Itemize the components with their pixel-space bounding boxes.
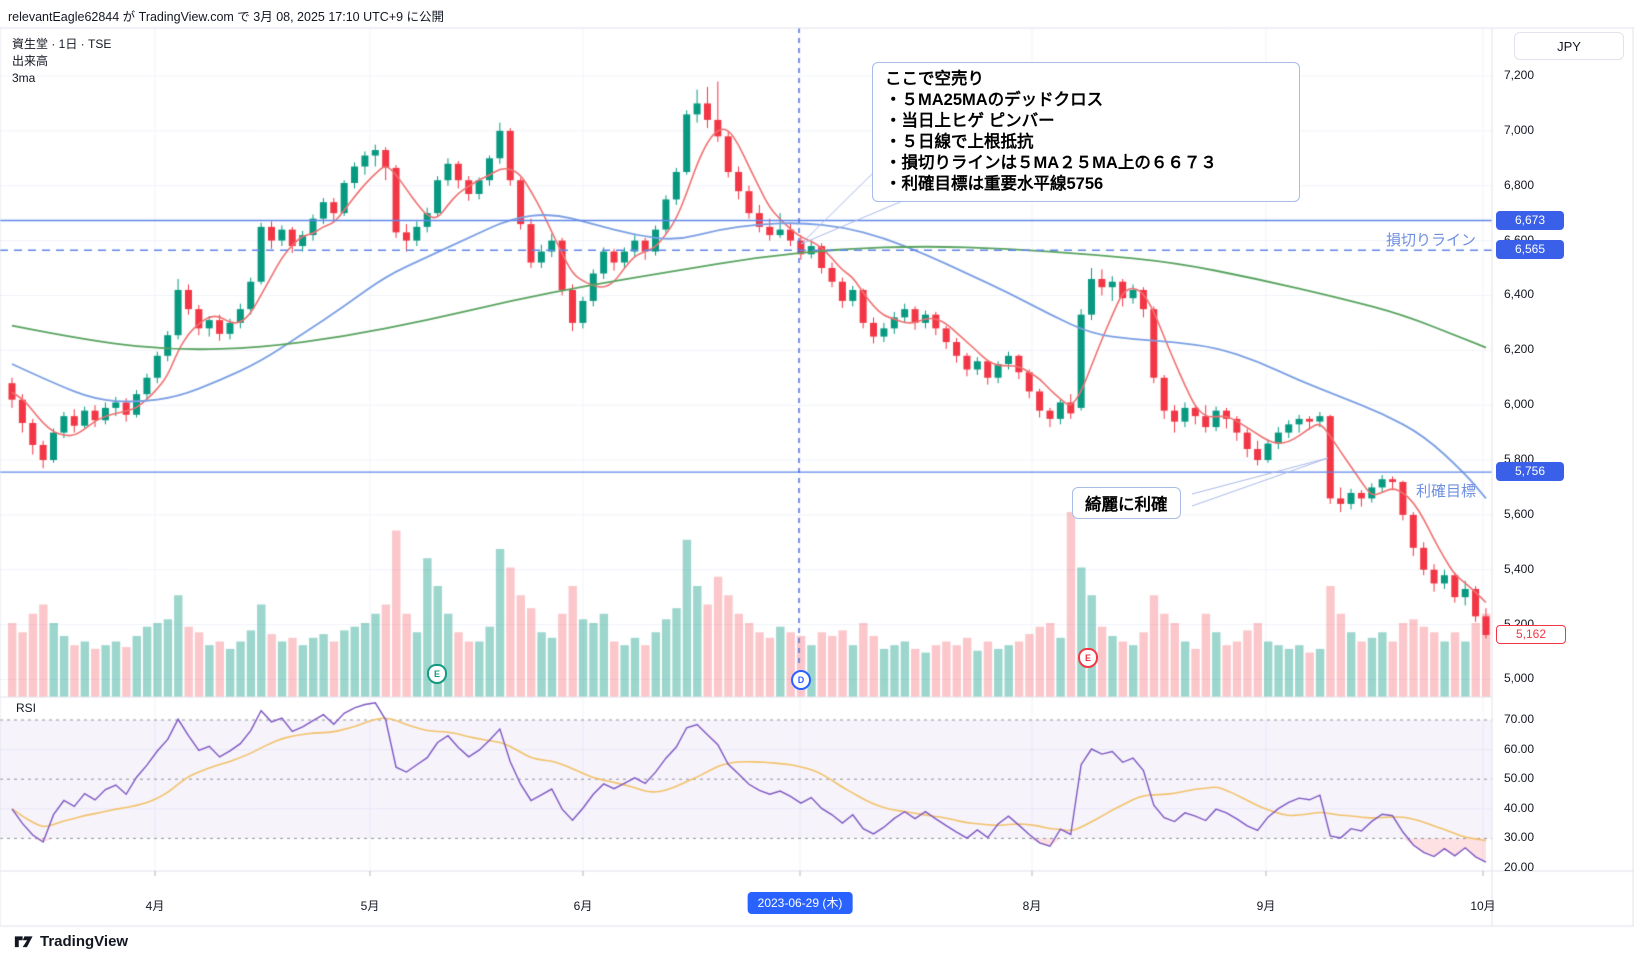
price-axis-tick: 6,800 [1504, 177, 1535, 192]
rsi-axis-tick: 70.00 [1504, 712, 1535, 726]
publish-line: relevantEagle62844 が TradingView.com で 3… [8, 10, 444, 24]
rsi-axis-tick: 30.00 [1504, 830, 1535, 845]
rsi-axis-tick: 60.00 [1504, 741, 1535, 756]
entry-annotation-line: ・５日線で上根抵抗 [885, 133, 1034, 151]
rsi-axis-tick: 40.00 [1504, 800, 1535, 815]
earnings-marker[interactable]: E [1078, 648, 1098, 668]
axis-badge-entry-price: 6,565 [1496, 240, 1564, 260]
time-axis-label: 9月 [1256, 899, 1276, 913]
timeline-date-badge: 2023-06-29 (木) [747, 892, 853, 914]
entry-annotation-line: ・当日上ヒゲ ピンバー [885, 112, 1055, 130]
legend-ma[interactable]: 3ma [12, 71, 36, 85]
entry-annotation-line: ・利確目標は重要水平線5756 [885, 175, 1104, 193]
axis-badge-last-price: 5,162 [1496, 625, 1566, 645]
take-profit-label: 利確目標 [1415, 483, 1476, 501]
price-axis-tick: 5,600 [1504, 506, 1535, 521]
profit-annotation-box[interactable]: 綺麗に利確 [1072, 487, 1181, 519]
dividend-marker[interactable]: D [791, 670, 811, 690]
rsi-indicator-label[interactable]: RSI [16, 701, 37, 715]
currency-toggle-button[interactable]: JPY [1514, 32, 1624, 60]
price-axis-tick: 5,400 [1504, 561, 1535, 576]
time-axis-label: 10月 [1470, 899, 1496, 913]
tradingview-logo-icon [14, 935, 33, 947]
price-axis-tick: 7,000 [1504, 122, 1535, 137]
price-axis-tick: 7,200 [1504, 68, 1535, 82]
earnings-marker[interactable]: E [427, 664, 447, 684]
price-axis-tick: 5,000 [1504, 671, 1535, 686]
entry-annotation-line: ・損切りラインは５MA２５MA上の６６７３ [885, 154, 1217, 172]
tradingview-brand-row[interactable]: TradingView [0, 928, 414, 954]
price-axis-tick: 6,000 [1504, 397, 1535, 412]
chart-legend: 資生堂 · 1日 · TSE 出来高 3ma [12, 36, 111, 87]
price-axis-tick: 6,400 [1504, 287, 1535, 302]
entry-annotation-line: ・５MA25MAのデッドクロス [885, 91, 1104, 109]
time-axis-label: 5月 [360, 899, 380, 913]
stop-loss-label: 損切りライン [1385, 231, 1476, 249]
time-axis-label: 4月 [145, 899, 165, 913]
price-axis-tick: 6,200 [1504, 342, 1535, 357]
time-axis-label: 6月 [573, 899, 593, 913]
axis-badge-stop-loss: 6,673 [1496, 210, 1564, 230]
tradingview-brand-text: TradingView [40, 932, 129, 950]
time-axis-label: 8月 [1022, 899, 1042, 913]
entry-annotation-box[interactable]: ここで空売り・５MA25MAのデッドクロス ・当日上ヒゲ ピンバー ・５日線で上根抵… [872, 62, 1300, 202]
rsi-axis-tick: 20.00 [1504, 860, 1535, 874]
axis-badge-take-profit: 5,756 [1496, 462, 1564, 482]
rsi-axis-tick: 50.00 [1504, 771, 1535, 786]
entry-annotation-line: ここで空売り [885, 70, 984, 88]
publish-header: relevantEagle62844 が TradingView.com で 3… [8, 6, 444, 25]
legend-symbol[interactable]: 資生堂 · 1日 · TSE [12, 37, 112, 51]
legend-volume[interactable]: 出来高 [12, 54, 49, 68]
